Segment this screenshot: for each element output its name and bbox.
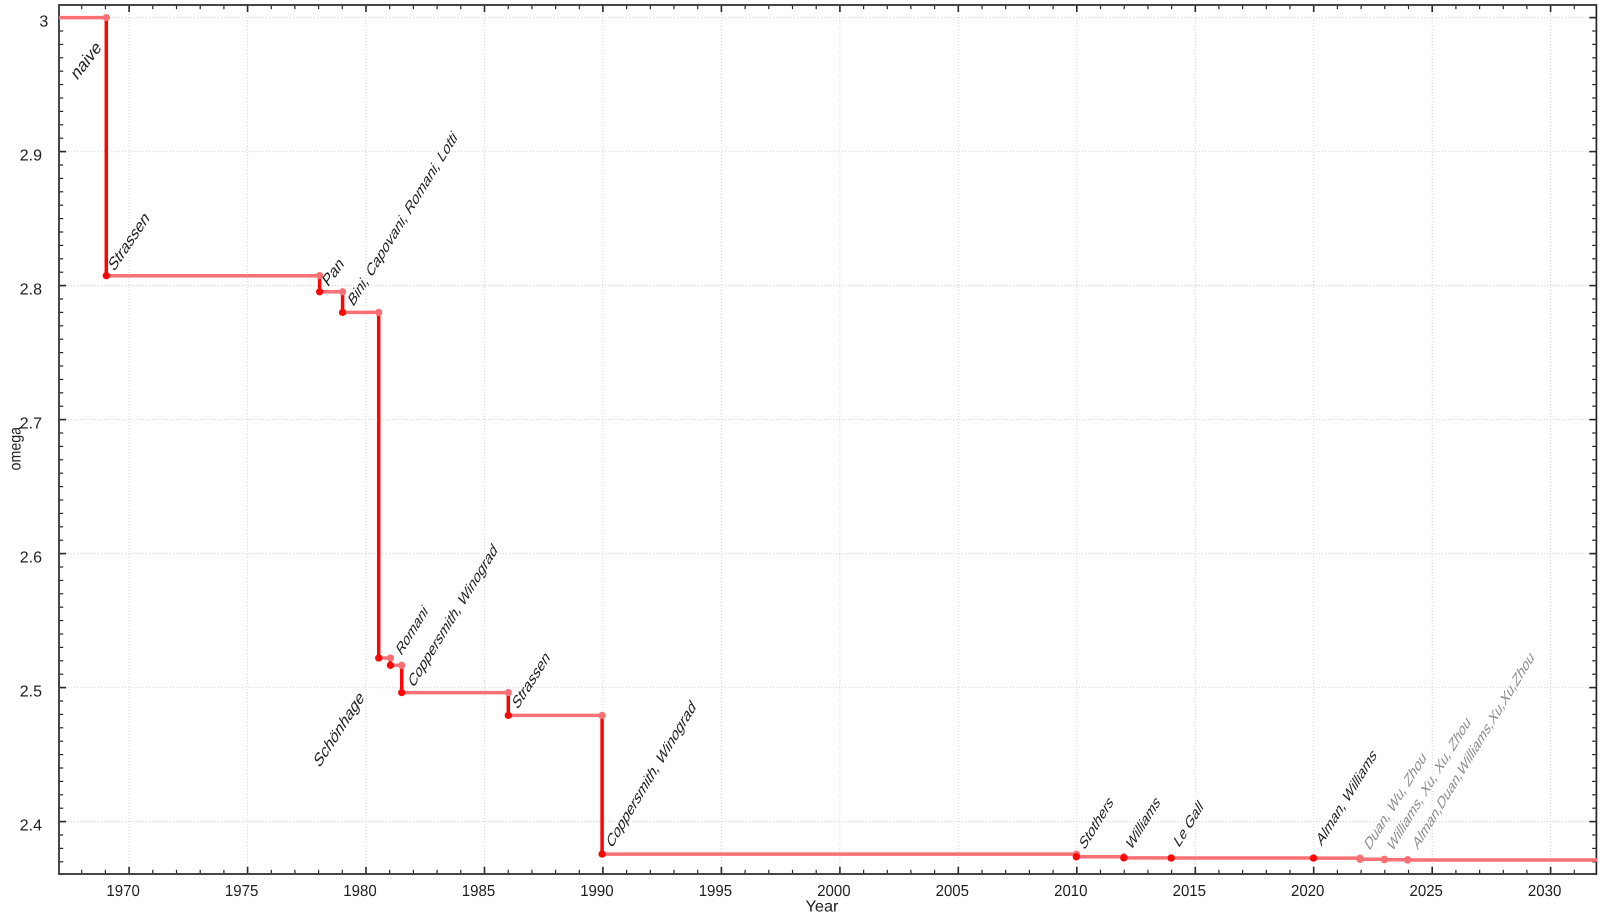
- svg-text:1985: 1985: [462, 883, 495, 900]
- svg-text:2.7: 2.7: [20, 416, 42, 433]
- svg-text:1990: 1990: [580, 883, 613, 900]
- svg-text:2.9: 2.9: [20, 148, 42, 165]
- svg-text:2.5: 2.5: [20, 684, 42, 701]
- svg-text:1995: 1995: [699, 883, 732, 900]
- svg-text:2.6: 2.6: [20, 550, 42, 567]
- svg-text:2005: 2005: [936, 883, 969, 900]
- svg-text:3: 3: [39, 14, 48, 31]
- svg-text:2010: 2010: [1054, 883, 1087, 900]
- svg-text:omega: omega: [8, 427, 25, 471]
- svg-text:2025: 2025: [1410, 883, 1443, 900]
- svg-text:2.8: 2.8: [20, 282, 42, 299]
- svg-text:1980: 1980: [343, 883, 376, 900]
- svg-text:1970: 1970: [106, 883, 139, 900]
- svg-text:2015: 2015: [1173, 883, 1206, 900]
- svg-text:1975: 1975: [225, 883, 258, 900]
- svg-text:2020: 2020: [1291, 883, 1324, 900]
- svg-text:2000: 2000: [817, 883, 850, 900]
- svg-text:2030: 2030: [1528, 883, 1561, 900]
- svg-text:2.4: 2.4: [20, 818, 42, 835]
- svg-text:Year: Year: [806, 899, 840, 916]
